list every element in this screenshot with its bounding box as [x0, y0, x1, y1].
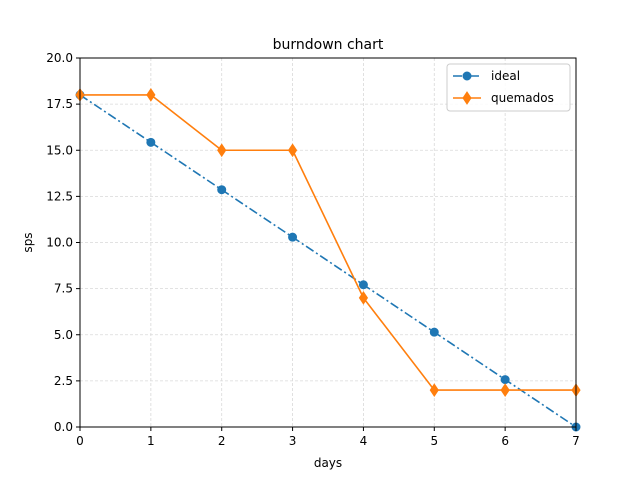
data-point-quemados [500, 383, 510, 398]
x-tick-label: 0 [76, 434, 84, 448]
x-tick-label: 4 [360, 434, 368, 448]
y-tick-label: 15.0 [46, 143, 73, 157]
x-tick-label: 6 [501, 434, 509, 448]
series-lines [79, 94, 577, 428]
data-point-quemados [358, 290, 369, 305]
legend-marker-ideal [462, 71, 472, 81]
legend-label-ideal: ideal [491, 69, 520, 83]
x-tick-label: 2 [218, 434, 226, 448]
axis-ticks [76, 57, 577, 431]
axis-tick-labels: 0 1 2 3 4 5 6 7 0.0 2.5 5.0 7.5 10.0 12.5 15.0 17.5 20.0 [46, 51, 580, 448]
y-tick-label: 0.0 [54, 420, 73, 434]
data-point-ideal [358, 280, 368, 290]
data-point-ideal [429, 327, 439, 337]
y-tick-label: 20.0 [46, 51, 73, 65]
legend-items: ideal quemados [453, 69, 554, 105]
y-tick-label: 12.5 [46, 189, 73, 203]
data-point-ideal [146, 137, 156, 147]
y-tick-label: 2.5 [54, 374, 73, 388]
legend-marker-quemados [462, 91, 472, 105]
x-tick-label: 1 [147, 434, 155, 448]
x-tick-label: 3 [289, 434, 297, 448]
data-point-quemados [146, 87, 156, 102]
data-point-ideal [288, 232, 298, 242]
x-tick-label: 7 [572, 434, 580, 448]
x-axis-label: days [314, 456, 342, 470]
y-tick-label: 7.5 [54, 282, 73, 296]
series-markers [75, 87, 581, 432]
x-tick-label: 5 [430, 434, 438, 448]
series-line-ideal [79, 94, 577, 428]
data-point-quemados [287, 143, 298, 158]
series-line-quemados [80, 94, 576, 391]
data-point-ideal [217, 185, 227, 195]
y-tick-label: 17.5 [46, 97, 73, 111]
y-tick-label: 5.0 [54, 328, 73, 342]
y-axis-label: sps [21, 232, 35, 252]
legend-label-quemados: quemados [491, 91, 554, 105]
data-point-quemados [429, 383, 439, 398]
y-tick-label: 10.0 [46, 236, 73, 250]
chart-title: burndown chart [273, 37, 384, 53]
data-point-quemados [217, 143, 227, 158]
legend: ideal quemados [446, 63, 571, 112]
data-point-ideal [500, 375, 510, 385]
